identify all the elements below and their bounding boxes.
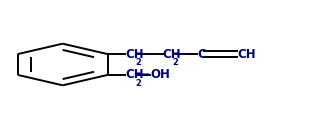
Text: CH: CH (237, 48, 256, 61)
Text: 2: 2 (135, 58, 141, 67)
Text: —: — (137, 48, 149, 61)
Text: CH: CH (125, 48, 144, 61)
Text: —: — (137, 68, 149, 81)
Text: 2: 2 (173, 58, 178, 67)
Text: CH: CH (163, 48, 181, 61)
Text: OH: OH (150, 68, 170, 81)
Text: C: C (197, 48, 206, 61)
Text: CH: CH (125, 68, 144, 81)
Text: 2: 2 (135, 79, 141, 88)
Text: —: — (176, 48, 187, 61)
